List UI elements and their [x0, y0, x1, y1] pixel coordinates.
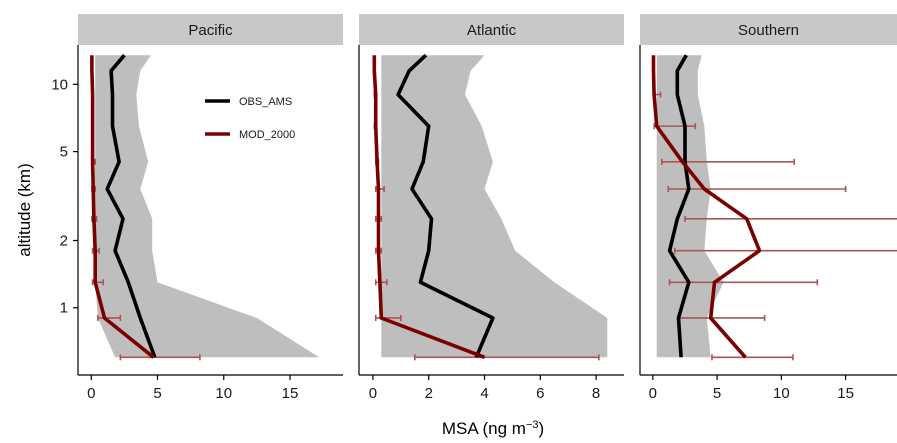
panels-layer: Pacific 0 5 10 15 Atlantic 0 2 4 6 8 Southern 0 5 10 15 — [77, 14, 897, 402]
x-tick-label: 15 — [837, 385, 854, 402]
y-tick-label: 5 — [60, 144, 68, 161]
x-tick-label: 0 — [87, 385, 95, 402]
x-axis-title-superscript: −3 — [526, 419, 539, 431]
mod-line — [372, 55, 486, 359]
legend-label: MOD_2000 — [239, 129, 295, 141]
y-axis: 1 2 5 10 — [51, 76, 78, 317]
x-tick-label: 10 — [215, 385, 232, 402]
obs-range-band — [656, 55, 724, 358]
x-tick-label: 2 — [425, 385, 433, 402]
mod-line — [90, 55, 155, 359]
y-axis-title: altitude (km) — [15, 163, 34, 257]
obs-line — [667, 54, 691, 358]
x-tick-label: 8 — [592, 385, 600, 402]
panel-title: Atlantic — [467, 22, 517, 39]
x-tick-label: 5 — [713, 385, 721, 402]
y-tick-label: 2 — [60, 232, 68, 249]
x-tick-label: 6 — [536, 385, 544, 402]
y-tick-label: 10 — [51, 76, 68, 93]
x-tick-label: 0 — [649, 385, 657, 402]
legend-label: OBS_AMS — [239, 96, 292, 108]
x-tick-label: 0 — [369, 385, 377, 402]
panel-title: Southern — [738, 22, 799, 39]
panel-strip — [359, 14, 624, 45]
panel-strip — [78, 14, 343, 45]
mod-line — [651, 55, 762, 359]
x-axis-title-suffix: ) — [538, 419, 544, 438]
legend: OBS_AMS MOD_2000 — [205, 96, 295, 141]
obs-range-band — [381, 55, 608, 358]
x-tick-label: 5 — [153, 385, 161, 402]
x-axis-title: MSA (ng m−3) — [442, 419, 544, 438]
obs-range-band — [93, 55, 320, 358]
panel-atlantic: Atlantic 0 2 4 6 8 — [358, 14, 624, 402]
y-tick-label: 1 — [60, 300, 68, 317]
x-tick-label: 15 — [282, 385, 299, 402]
panel-title: Pacific — [188, 22, 233, 39]
x-tick-label: 4 — [480, 385, 488, 402]
x-axis-title-main: MSA (ng m — [442, 419, 526, 438]
x-tick-label: 10 — [773, 385, 790, 402]
panel-pacific: Pacific 0 5 10 15 — [77, 14, 343, 402]
panel-southern: Southern 0 5 10 15 — [639, 14, 897, 402]
panel-strip — [640, 14, 897, 45]
obs-line — [105, 54, 157, 358]
obs-line — [396, 53, 495, 359]
